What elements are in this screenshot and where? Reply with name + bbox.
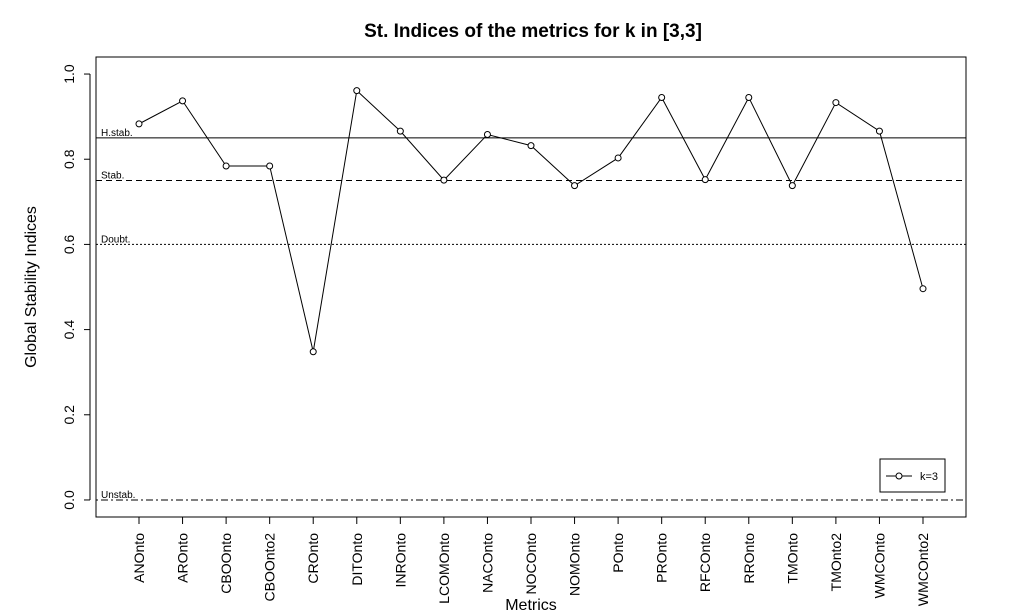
y-tick-label: 0.4: [61, 320, 77, 340]
data-point: [440, 176, 448, 184]
reference-label: Unstab.: [101, 490, 135, 501]
data-point: [266, 162, 274, 170]
x-axis: ANOnto AROnto CBOOnto CBOOnto2 CROnto DITOnto…: [131, 516, 931, 606]
x-tick-label: WMCOnto2: [915, 533, 931, 606]
data-point: [745, 93, 753, 101]
x-tick-label: ANOnto: [131, 533, 147, 583]
y-tick-label: 1.0: [61, 64, 77, 84]
x-tick-label: CBOOnto: [218, 533, 234, 594]
reference-label: Doubt.: [101, 234, 130, 245]
x-tick-label: NOMOnto: [567, 533, 583, 596]
data-point: [614, 154, 622, 162]
data-point: [222, 162, 230, 170]
x-tick-label: WMCOnto: [871, 533, 887, 599]
reference-label: Stab.: [101, 171, 124, 182]
data-point: [353, 87, 361, 95]
x-tick-label: DITOnto: [349, 533, 365, 586]
legend: k=3: [879, 458, 946, 493]
data-point: [309, 348, 317, 356]
data-point: [135, 120, 143, 128]
series-k3: [135, 87, 927, 356]
legend-label: k=3: [920, 471, 938, 483]
x-tick-label: RFCOnto: [697, 533, 713, 592]
x-tick-label: TMOnto: [784, 533, 800, 584]
x-tick-label: INROnto: [392, 533, 408, 588]
y-tick-label: 0.8: [61, 149, 77, 169]
x-tick-label: LCOMOnto: [436, 533, 452, 604]
reference-label: H.stab.: [101, 128, 133, 139]
legend-marker: [895, 472, 903, 480]
data-point: [179, 97, 187, 105]
data-point: [571, 182, 579, 190]
data-point: [658, 93, 666, 101]
x-tick-label: POnto: [610, 533, 626, 573]
x-tick-label: CROnto: [305, 533, 321, 584]
y-axis-label: Global Stability Indices: [23, 206, 40, 368]
y-tick-label: 0.0: [61, 490, 77, 510]
data-point: [788, 182, 796, 190]
x-tick-label: RROnto: [741, 533, 757, 584]
data-point: [527, 142, 535, 150]
data-point: [832, 99, 840, 107]
series-line: [138, 89, 924, 352]
data-point: [701, 176, 709, 184]
data-point: [483, 131, 491, 139]
data-point: [396, 127, 404, 135]
x-axis-label: Metrics: [505, 597, 557, 614]
y-tick-label: 0.2: [61, 405, 77, 425]
x-tick-label: TMOnto2: [828, 533, 844, 592]
y-axis: 0.0 0.2 0.4 0.6 0.8 1.0: [61, 64, 91, 510]
x-tick-label: NOCOnto: [523, 533, 539, 595]
x-tick-label: NACOnto: [479, 533, 495, 593]
y-tick-label: 0.6: [61, 234, 77, 254]
data-point: [875, 127, 883, 135]
x-tick-label: PROnto: [654, 533, 670, 583]
chart-title: St. Indices of the metrics for k in [3,3…: [364, 21, 702, 42]
data-point: [919, 285, 927, 293]
plot-frame: [95, 56, 967, 518]
x-tick-label: AROnto: [175, 533, 191, 583]
x-tick-label: CBOOnto2: [262, 533, 278, 602]
reference-lines: H.stab. Stab. Doubt. Unstab.: [96, 128, 966, 501]
